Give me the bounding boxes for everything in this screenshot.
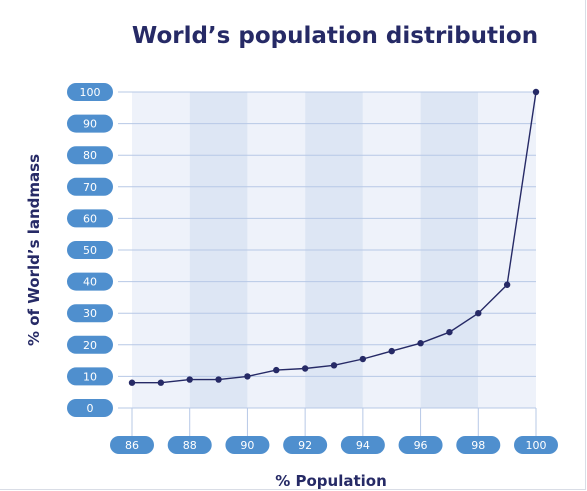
y-tick-pill xyxy=(67,177,113,196)
y-tick: 80 xyxy=(67,146,113,165)
y-tick-pill xyxy=(67,83,113,101)
x-tick-pill xyxy=(283,436,328,454)
x-tick: 86 xyxy=(110,436,154,454)
data-point xyxy=(301,365,309,372)
data-point xyxy=(157,379,165,386)
y-tick-label: 50 xyxy=(83,244,97,257)
y-tick-label: 0 xyxy=(87,402,94,415)
y-tick-pill xyxy=(67,304,113,323)
x-tick: 96 xyxy=(398,436,443,454)
data-point xyxy=(186,376,193,383)
y-tick-pill xyxy=(67,272,113,291)
x-tick-label: 98 xyxy=(471,439,485,452)
y-tick-pill xyxy=(67,146,113,165)
x-tick-label: 96 xyxy=(414,439,428,452)
y-tick: 100 xyxy=(67,83,113,101)
x-axis-ticks: 86 88 90 92 94 96 98 100 xyxy=(110,436,558,454)
y-tick: 20 xyxy=(67,335,113,354)
y-tick-label: 20 xyxy=(83,339,97,352)
x-tick: 100 xyxy=(514,436,558,454)
x-tick-pill xyxy=(456,436,501,454)
y-tick-pill xyxy=(67,114,113,133)
y-tick-pill xyxy=(67,335,113,354)
y-tick: 10 xyxy=(67,367,113,386)
y-tick-pill xyxy=(67,367,113,386)
y-tick-pill xyxy=(67,209,113,228)
y-axis-label: % of World’s landmass xyxy=(25,154,43,346)
data-point xyxy=(417,340,424,347)
x-axis-label: % Population xyxy=(275,472,387,490)
data-point xyxy=(532,88,540,96)
data-point xyxy=(244,373,251,380)
y-axis-ticks: 0 10 20 30 40 50 60 70 80 90 100 xyxy=(67,83,113,417)
y-tick-label: 90 xyxy=(83,118,97,131)
data-point xyxy=(359,355,367,363)
y-tick: 50 xyxy=(67,241,113,259)
x-tick-label: 92 xyxy=(298,439,312,452)
data-point xyxy=(503,281,511,288)
y-tick-label: 70 xyxy=(83,181,97,194)
x-tick-pill xyxy=(398,436,443,454)
y-tick: 70 xyxy=(67,177,113,196)
data-point xyxy=(446,328,453,336)
y-tick-label: 10 xyxy=(83,370,97,383)
data-point xyxy=(215,376,222,383)
grid-lines xyxy=(118,91,537,440)
y-tick-label: 30 xyxy=(83,307,97,320)
x-tick: 94 xyxy=(340,436,385,454)
y-tick-pill xyxy=(67,241,113,259)
x-tick-pill xyxy=(225,436,270,454)
data-series xyxy=(128,88,540,386)
y-tick: 60 xyxy=(67,209,113,228)
x-tick-label: 86 xyxy=(125,439,139,452)
y-tick: 40 xyxy=(67,272,113,291)
x-tick-label: 90 xyxy=(240,439,254,452)
y-tick-label: 40 xyxy=(83,276,97,289)
data-point xyxy=(330,362,338,369)
x-tick-pill xyxy=(340,436,385,454)
data-point xyxy=(475,310,482,317)
y-tick-label: 60 xyxy=(83,212,97,225)
x-tick-pill xyxy=(167,436,212,454)
x-tick: 98 xyxy=(456,436,501,454)
x-tick-pill xyxy=(514,436,558,454)
y-tick-pill xyxy=(67,399,113,417)
x-tick: 92 xyxy=(283,436,328,454)
x-tick-label: 88 xyxy=(183,439,197,452)
data-point xyxy=(388,347,395,355)
x-tick: 88 xyxy=(167,436,212,454)
x-tick-pill xyxy=(110,436,154,454)
y-tick: 90 xyxy=(67,114,113,133)
y-tick: 0 xyxy=(67,399,113,417)
y-tick-label: 100 xyxy=(80,86,101,99)
data-point xyxy=(128,379,136,386)
y-tick-label: 80 xyxy=(83,149,97,162)
x-tick-label: 100 xyxy=(526,439,547,452)
x-tick-label: 94 xyxy=(356,439,370,452)
data-point xyxy=(273,366,280,374)
y-tick: 30 xyxy=(67,304,113,323)
x-tick: 90 xyxy=(225,436,270,454)
chart-title: World’s population distribution xyxy=(132,23,538,49)
